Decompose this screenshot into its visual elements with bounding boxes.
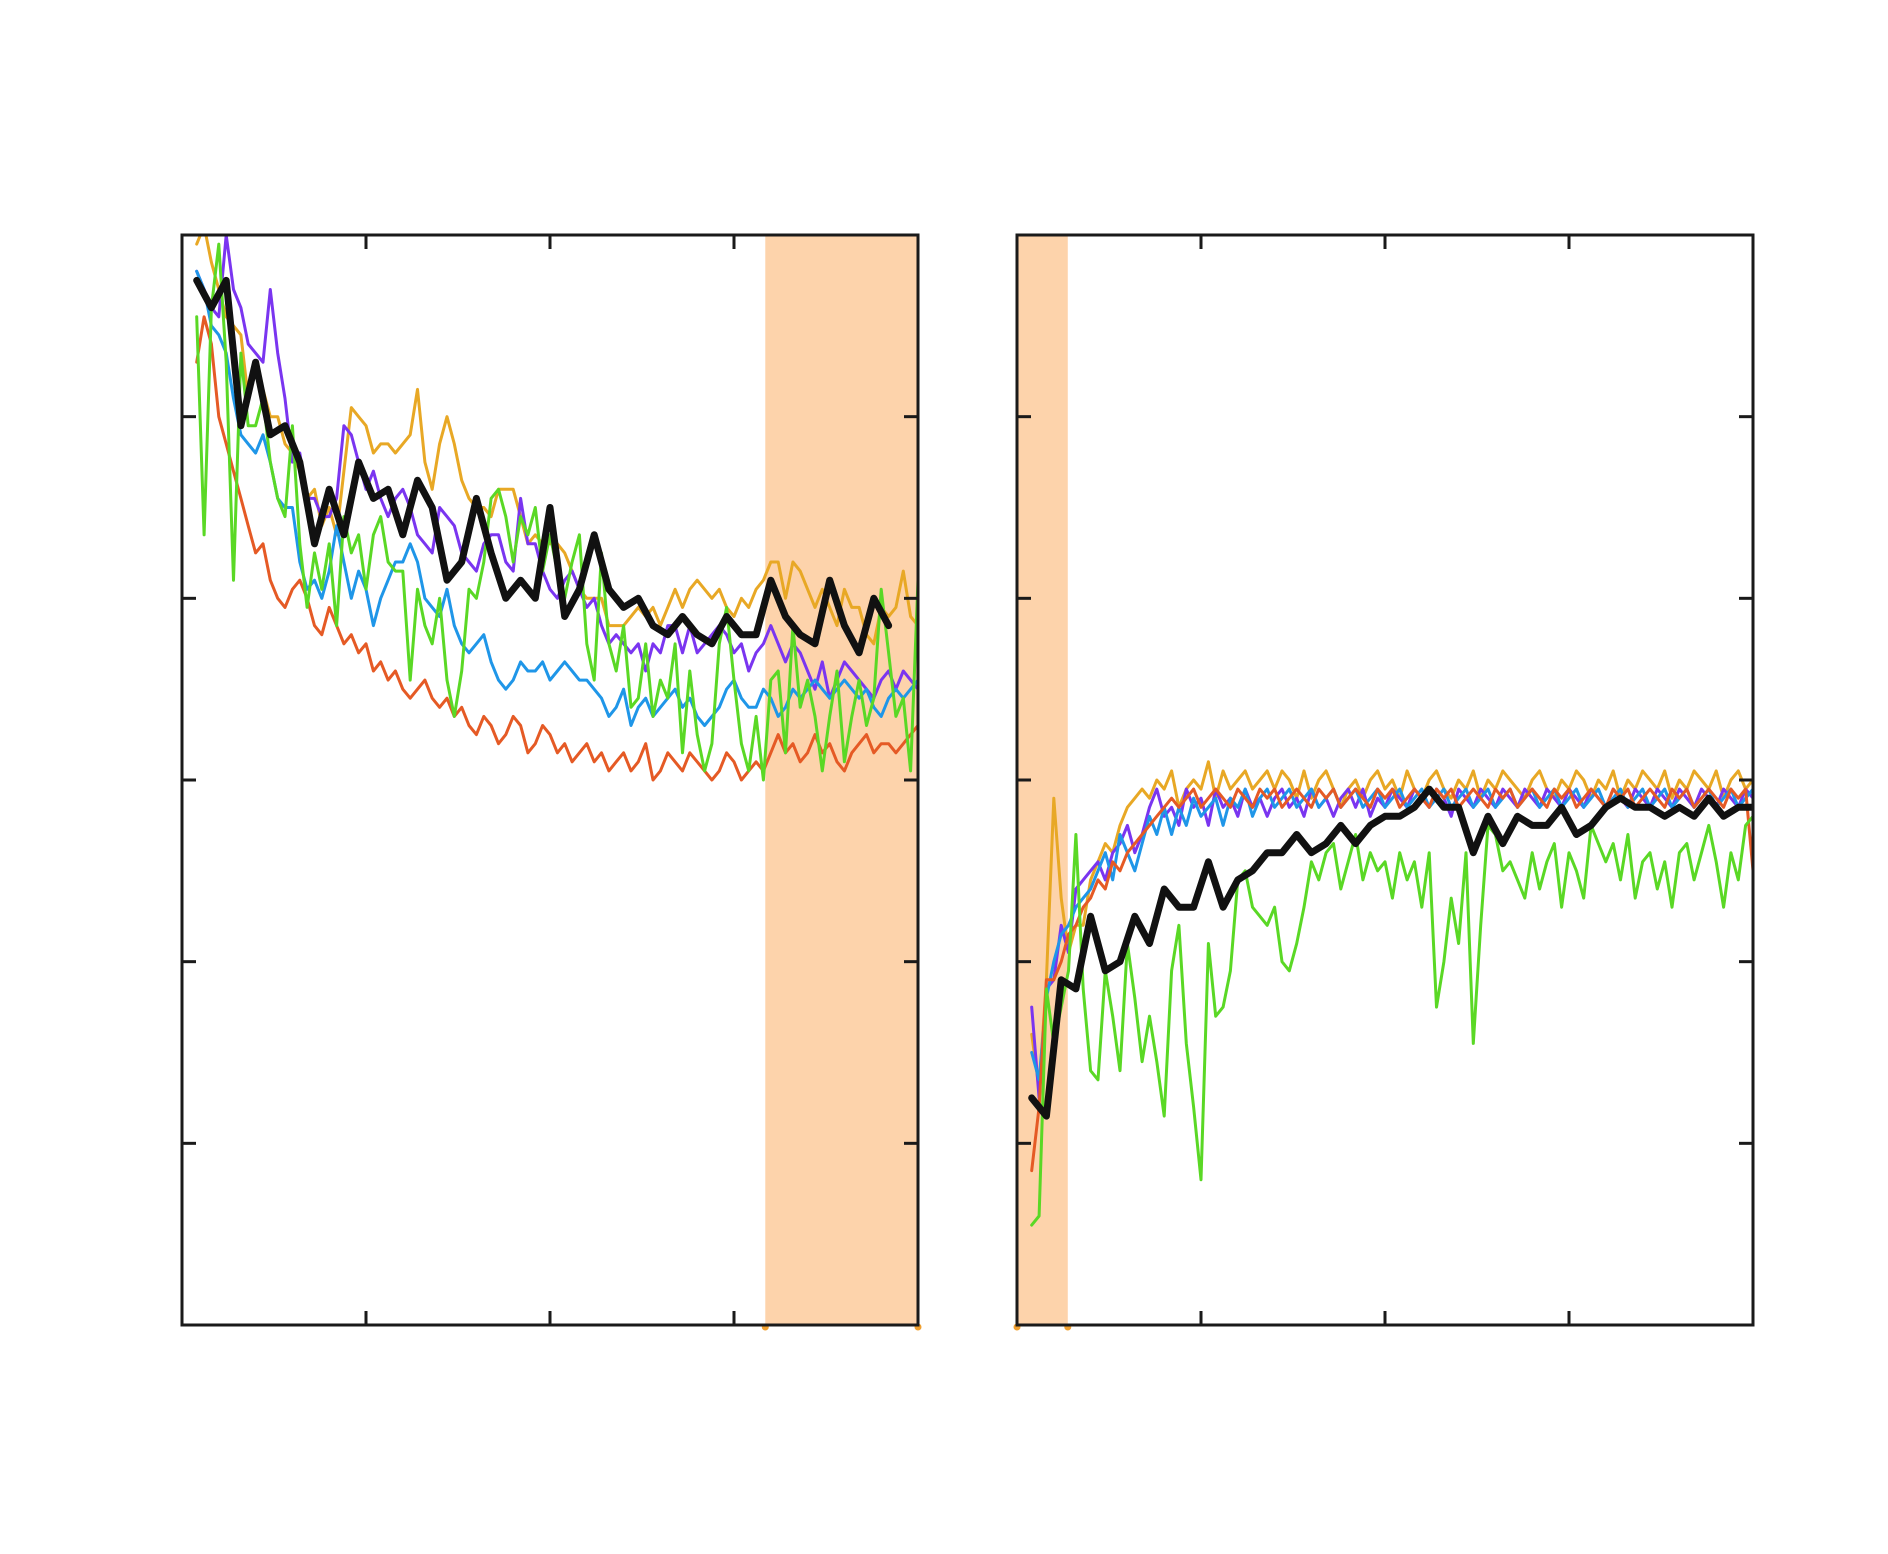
series-line-6 [1028, 785, 1753, 1120]
series-line-5 [1030, 814, 1753, 1227]
series-group [1028, 760, 1753, 1227]
series-line-1 [1030, 760, 1753, 1091]
chart-panel-2 [1013, 233, 1755, 1331]
highlight-region [765, 235, 918, 1325]
series-line-6 [193, 276, 893, 657]
series-line-4 [1030, 787, 1753, 1173]
series-group [193, 235, 918, 782]
chart-panel-1 [180, 233, 922, 1331]
series-line-2 [195, 235, 918, 700]
series-line-4 [195, 315, 918, 782]
